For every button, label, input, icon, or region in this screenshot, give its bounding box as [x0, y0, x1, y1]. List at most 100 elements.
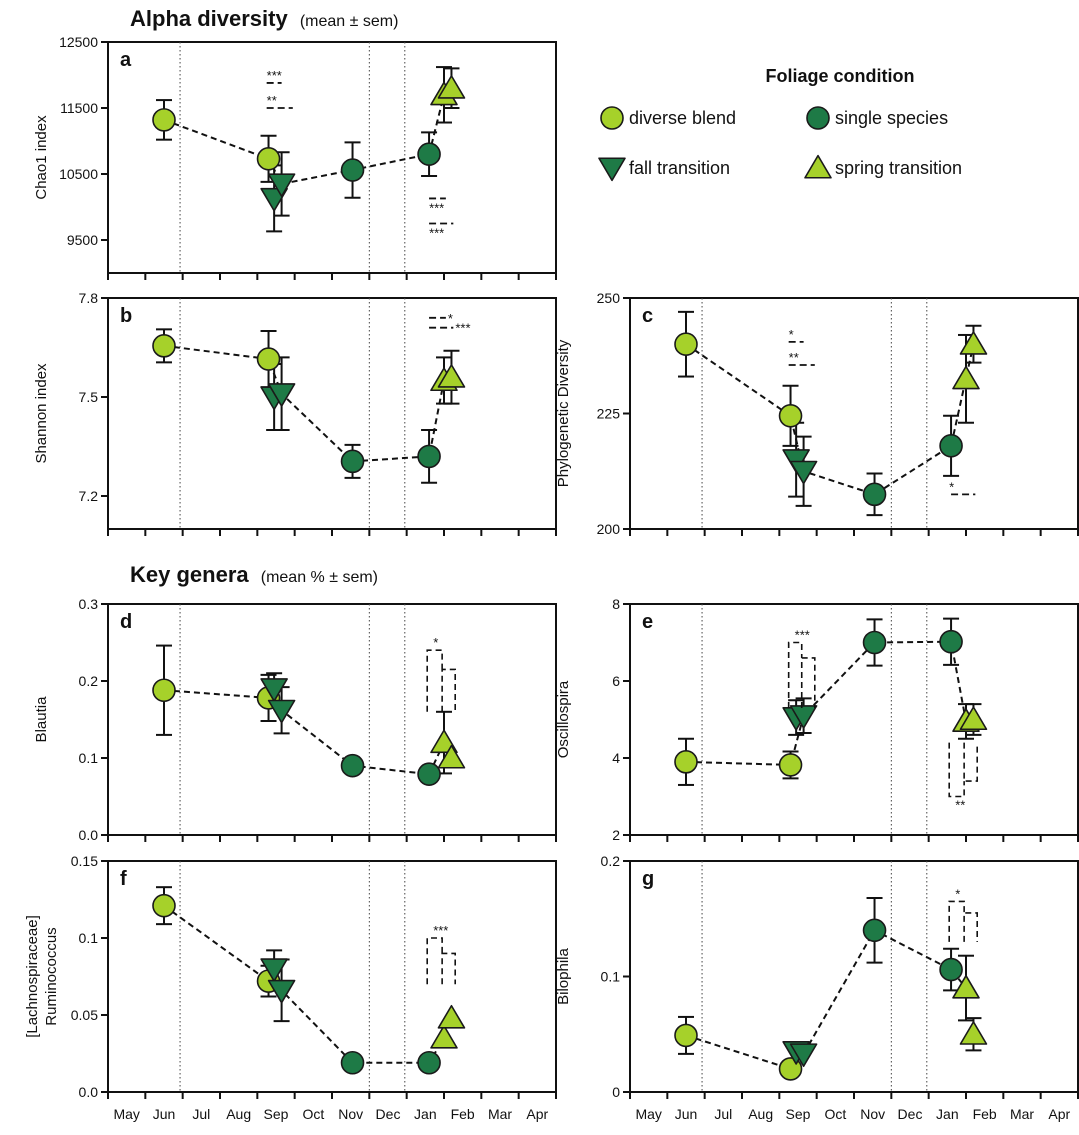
y-tick-label: 0.0 [79, 1084, 99, 1100]
trend-line [685, 343, 975, 496]
data-point-circle [862, 918, 887, 943]
significance-annotation: *** [429, 222, 454, 241]
significance-stars: * [448, 311, 453, 326]
significance-annotation: * [788, 327, 804, 343]
plot-frame [629, 297, 1079, 530]
panel-label: e [642, 611, 653, 633]
section-title-genera-sub: (mean % ± sem) [261, 569, 378, 586]
x-tick-label: Nov [860, 1106, 885, 1122]
data-point-circle [939, 957, 963, 982]
data-point-circle [862, 630, 887, 655]
data-point-circle [417, 1050, 441, 1075]
plot-frame [107, 41, 557, 274]
significance-annotation: ** [948, 742, 978, 813]
panel-label: d [120, 611, 132, 633]
legend-label: diverse blend [629, 108, 736, 128]
significance-bracket [948, 742, 978, 798]
y-axis-label: Shannon index [33, 363, 50, 464]
legend-label: fall transition [629, 158, 730, 178]
legend-marker-circle [600, 106, 624, 130]
panel-d: 0.0 0.1 0.2 0.3 Blautia d * [33, 596, 557, 843]
trend-line [163, 94, 445, 186]
plot-frame [107, 860, 557, 1093]
panel-b: 7.2 7.5 7.8 Shannon index b **** [33, 290, 557, 536]
section-title-alpha-sub: (mean ± sem) [300, 13, 399, 30]
data-point-circle [939, 434, 963, 458]
data-point-triangle-up [437, 744, 466, 769]
legend-label: spring transition [835, 158, 962, 178]
x-tick-label: Mar [1010, 1106, 1034, 1122]
x-tick-label: Oct [824, 1106, 846, 1122]
significance-stars: * [955, 886, 960, 901]
data-point-triangle-up [430, 1024, 458, 1049]
x-tick-label: Aug [748, 1106, 773, 1122]
data-point-triangle-up [437, 364, 466, 388]
y-tick-label: 0.15 [71, 853, 98, 869]
y-tick-label: 7.2 [79, 488, 99, 504]
x-tick-label: Mar [488, 1106, 512, 1122]
significance-stars: *** [429, 226, 444, 241]
significance-bracket [426, 937, 456, 985]
y-tick-label: 0.1 [601, 969, 621, 985]
data-point-circle [340, 1050, 365, 1075]
data-point-circle [778, 404, 803, 428]
section-title-genera-bold: Key genera [130, 562, 249, 587]
significance-annotation: * [948, 886, 978, 942]
y-tick-label: 12500 [59, 34, 98, 50]
significance-annotation: ** [266, 93, 293, 109]
panel-label: c [642, 305, 653, 327]
x-tick-label: Jan [414, 1106, 437, 1122]
data-point-circle [152, 678, 176, 703]
panel-label: a [120, 49, 132, 71]
data-point-circle [862, 482, 887, 507]
data-point-triangle-up [959, 706, 988, 731]
x-tick-label: Aug [226, 1106, 251, 1122]
data-point-circle [674, 332, 698, 357]
y-tick-label: 0.1 [79, 930, 99, 946]
significance-bracket [426, 649, 456, 712]
data-point-triangle-down [260, 958, 288, 982]
y-tick-label: 2 [612, 827, 620, 843]
y-tick-label: 6 [612, 673, 620, 689]
data-point-triangle-up [437, 1004, 466, 1029]
y-tick-label: 0.05 [71, 1007, 98, 1023]
significance-annotation: *** [426, 923, 456, 985]
y-tick-label: 0.1 [79, 750, 99, 766]
x-tick-label: Feb [973, 1106, 997, 1122]
y-axis-label: [Lachnospiraceae] Ruminococcus [24, 915, 60, 1038]
x-tick-label: Jul [192, 1106, 210, 1122]
panel-g: 0 0.1 0.2 May Jun Jul Aug Sep Oct Nov Dec Jan Feb Mar… [555, 853, 1079, 1122]
significance-annotation: * [949, 479, 976, 496]
y-axis-label-line: Ruminococcus [43, 927, 60, 1025]
data-point-circle [340, 158, 365, 182]
x-tick-label: Apr [526, 1106, 548, 1122]
panel-label: f [120, 868, 127, 890]
trend-line [685, 928, 967, 1071]
trend-line [163, 689, 445, 776]
data-point-triangle-down [789, 705, 818, 729]
y-tick-label: 9500 [67, 232, 98, 248]
section-title-alpha-bold: Alpha diversity [130, 6, 288, 31]
x-tick-label: Jul [714, 1106, 732, 1122]
legend-marker-triangle-up [804, 154, 832, 179]
legend-title: Foliage condition [766, 66, 915, 86]
x-tick-label: Jan [936, 1106, 959, 1122]
y-tick-label: 0.2 [601, 853, 621, 869]
data-point-circle [674, 1023, 698, 1048]
x-tick-label: Dec [898, 1106, 923, 1122]
significance-stars: *** [455, 321, 470, 336]
significance-stars: * [789, 327, 794, 342]
plot-frame [107, 603, 557, 836]
data-point-triangle-down [267, 383, 296, 407]
y-tick-label: 0.2 [79, 673, 99, 689]
legend-label: single species [835, 108, 948, 128]
x-tick-label: Feb [451, 1106, 475, 1122]
trend-line [163, 344, 445, 463]
x-tick-label: Dec [376, 1106, 401, 1122]
y-axis-label: Chao1 index [33, 115, 50, 200]
data-point-circle [417, 444, 441, 469]
y-axis-label-line: [Lachnospiraceae] [24, 915, 41, 1038]
